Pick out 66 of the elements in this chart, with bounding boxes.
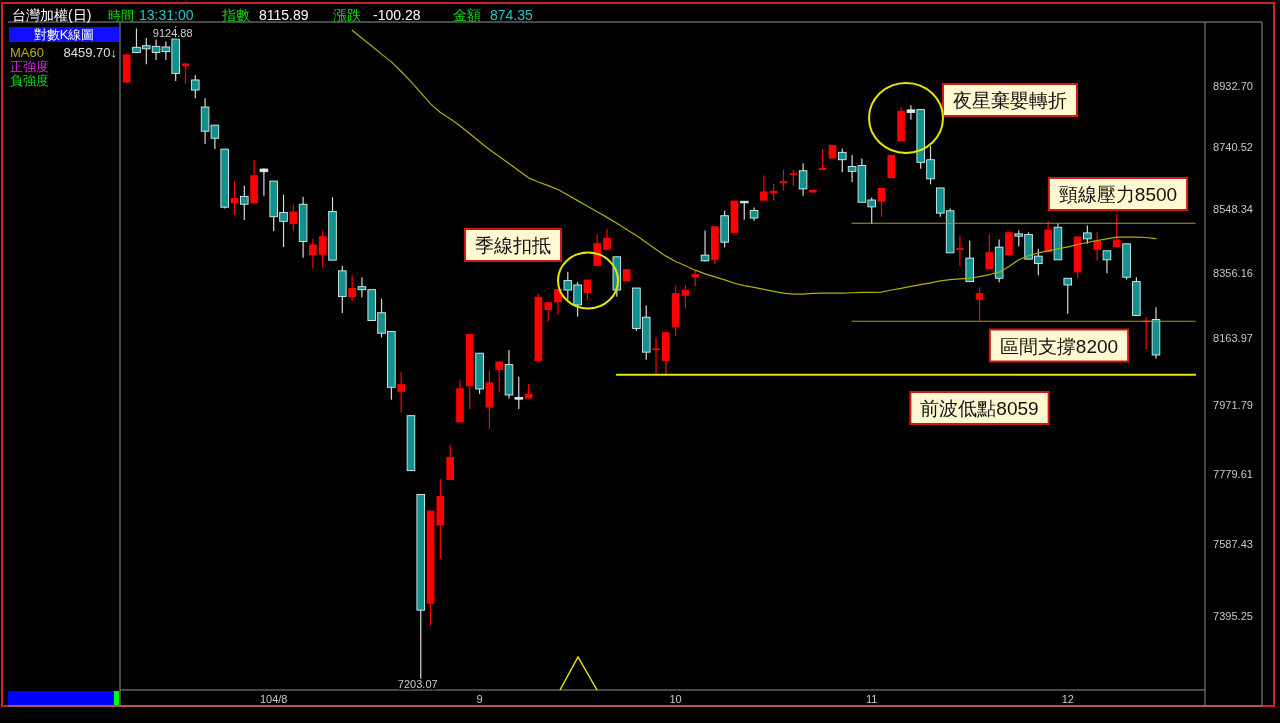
annotation: 874.35: [490, 7, 534, 23]
candlestick: [603, 228, 611, 251]
annotation: 季線扣抵: [475, 235, 551, 256]
annotation: 13:31:00: [139, 7, 194, 23]
candlestick: [240, 185, 249, 221]
candlestick: [1063, 277, 1073, 315]
candlestick: [181, 62, 190, 85]
candlestick: [739, 200, 749, 221]
annotation: 區間支撐8200: [999, 335, 1119, 357]
annotation: 金額: [453, 7, 481, 23]
candlestick: [495, 360, 503, 394]
chart-title: 台灣加權(日): [12, 7, 92, 23]
annotation: 時間: [108, 8, 134, 23]
candlestick: [593, 234, 602, 267]
candlestick: [348, 274, 356, 303]
candlestick: [1083, 225, 1092, 245]
annotation: 頸線壓力8500: [1058, 184, 1178, 205]
candlestick: [554, 288, 562, 316]
y-tick-label: 7779.61: [1213, 467, 1253, 480]
x-tick-label: 12: [1061, 693, 1074, 705]
annotation: -100.28: [373, 7, 421, 23]
text: 8459.70↓: [63, 45, 117, 60]
annotation: 前波低點8059: [920, 398, 1039, 419]
candlestick: [956, 234, 964, 267]
candlestick: [514, 376, 524, 410]
candlestick: [289, 203, 298, 232]
candlestick: [191, 74, 200, 99]
annotation: 漲跌: [333, 7, 361, 23]
text: MA60: [10, 45, 44, 60]
y-tick-label: 7395.25: [1213, 609, 1253, 622]
x-tick-label: 104/8: [259, 693, 288, 705]
candlestick: [700, 229, 710, 263]
candlestick: [397, 371, 405, 414]
candlestick: [1102, 250, 1112, 274]
candlestick: [838, 147, 847, 173]
candlestick: [985, 233, 994, 270]
candlestick: [544, 301, 553, 323]
candlestick: [877, 187, 886, 218]
candlestick: [1044, 220, 1052, 253]
candlestick: [318, 229, 327, 269]
text: 正強度: [10, 59, 49, 74]
candlestick: [309, 238, 317, 270]
y-tick-label: 7971.79: [1213, 399, 1253, 412]
candlestick: [760, 174, 768, 202]
candlestick: [1112, 213, 1121, 248]
candlestick: [259, 167, 269, 197]
candlestick: [965, 239, 974, 283]
y-tick-label: 8740.52: [1213, 141, 1253, 154]
candlestick: [446, 444, 454, 481]
y-tick-label: 8932.70: [1213, 80, 1253, 93]
chart-subtitle: 對數K線圖: [33, 27, 95, 42]
y-tick-label: 8163.97: [1213, 332, 1253, 345]
text: 負強度: [10, 73, 49, 88]
candlestick: [652, 336, 660, 375]
annotation: 夜星棄嬰轉折: [953, 90, 1067, 111]
x-tick-label: 9: [476, 693, 483, 705]
x-tick-label: 10: [669, 693, 682, 705]
y-tick-label: 7587.43: [1213, 537, 1253, 550]
candlestick: [975, 286, 984, 322]
annotation: 8115.89: [259, 7, 309, 23]
candlestick: [1093, 231, 1101, 262]
y-tick-label: 8548.34: [1213, 203, 1253, 216]
y-tick-label: 8356.16: [1213, 267, 1253, 280]
annotation: 指數: [221, 7, 250, 23]
candlestick: [798, 162, 808, 197]
x-tick-label: 11: [865, 693, 878, 705]
